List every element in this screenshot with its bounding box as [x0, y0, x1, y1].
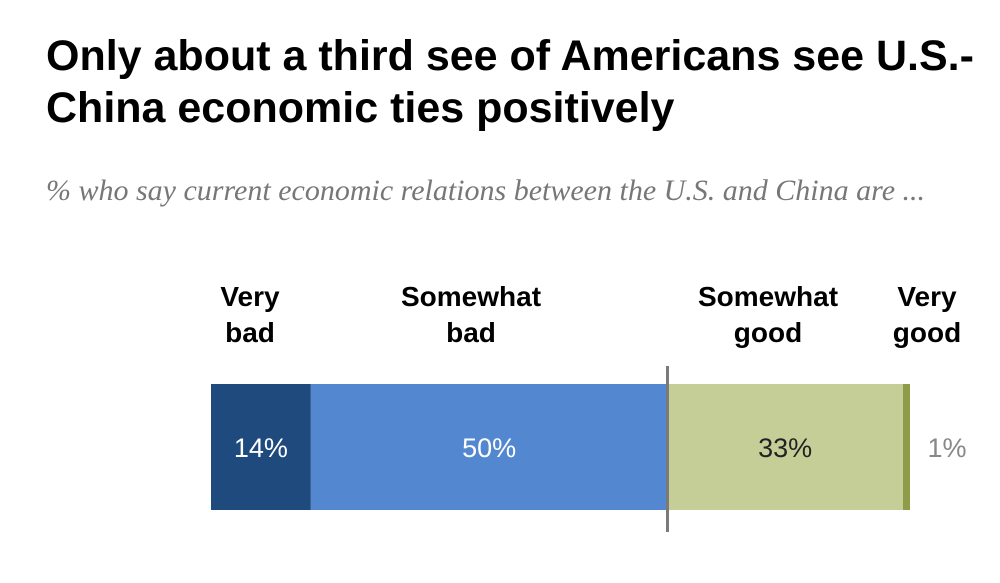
chart-title: Only about a third see of Americans see … — [46, 32, 974, 132]
data-label-very-bad: 14% — [234, 433, 288, 463]
bar-segment-somewhat-bad — [310, 384, 668, 510]
chart-subtitle: % who say current economic relations bet… — [46, 174, 926, 207]
category-label-somewhat-bad: Somewhat bad — [401, 281, 541, 348]
bar-segment-very-good — [902, 384, 910, 510]
data-label-somewhat-good: 33% — [758, 433, 812, 463]
category-label-somewhat-good: Somewhat good — [698, 281, 838, 348]
bar-segment-very-bad — [211, 384, 311, 510]
bar-segment-somewhat-good — [667, 384, 903, 510]
data-label-very-good: 1% — [927, 433, 966, 463]
category-label-very-bad: Very bad — [220, 281, 280, 348]
category-label-very-good: Very good — [893, 281, 961, 348]
stacked-bar-chart: Very bad Somewhat bad Somewhat good Very good 14… — [211, 281, 967, 532]
data-label-somewhat-bad: 50% — [462, 433, 516, 463]
